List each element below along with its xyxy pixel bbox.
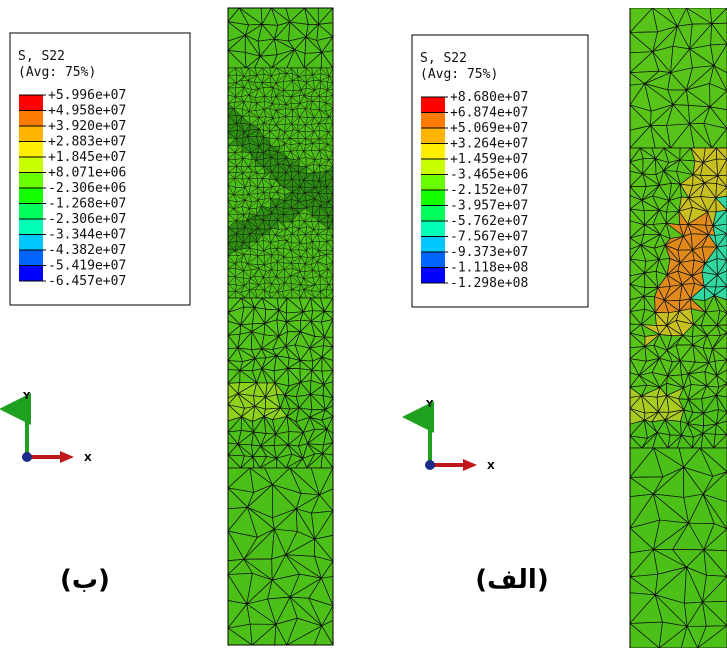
legend-swatch [421,252,445,268]
mesh-element [313,625,333,645]
legend-swatch [19,126,43,142]
legend-swatch [421,143,445,159]
legend-swatch [19,95,43,111]
legend-swatch [19,219,43,235]
legend-subtitle: (Avg: 75%) [18,65,96,80]
legend-value: -5.762e+07 [450,214,528,229]
legend-value: -2.152e+07 [450,183,528,198]
figure-label: (الف) [475,565,548,595]
axis-y-label: Y [22,391,31,402]
mesh-element [228,627,253,645]
axis-x-label: X [84,453,92,464]
legend-value: +4.958e+07 [48,104,126,119]
legend-value: +5.996e+07 [48,88,126,103]
axis-origin [425,460,435,470]
legend-value: +1.459e+07 [450,152,528,167]
legend-swatch [421,236,445,252]
legend-value: +1.845e+07 [48,150,126,165]
legend-swatch [19,265,43,281]
legend-swatch [19,141,43,157]
legend-value: +8.680e+07 [450,90,528,105]
legend-subtitle: (Avg: 75%) [420,67,498,82]
legend-swatch [421,128,445,144]
legend-value: -4.382e+07 [48,243,126,258]
legend-swatch [421,205,445,221]
legend-value: -1.118e+08 [450,261,528,276]
axis-x-head [463,459,477,471]
mesh-left [228,8,333,645]
legend-value: -7.567e+07 [450,230,528,245]
mesh-right [630,8,727,648]
legend-value: +3.920e+07 [48,119,126,134]
legend-value: +8.071e+06 [48,166,126,181]
mesh-element [680,625,698,648]
legend-value: -9.373e+07 [450,245,528,260]
legend-swatch [421,97,445,113]
legend-swatch [421,174,445,190]
mesh-element [630,622,660,648]
axis-origin [22,452,32,462]
legend-title: S, S22 [420,51,467,66]
axis-y-label: Y [425,399,434,410]
legend-title: S, S22 [18,49,65,64]
legend-swatch [19,172,43,188]
figure-label: (ب) [60,565,110,595]
legend-swatch [421,159,445,175]
legend-value: -6.457e+07 [48,274,126,289]
legend-swatch [19,250,43,266]
legend-value: +5.069e+07 [450,121,528,136]
mesh-element [697,625,727,648]
legend-swatch [19,157,43,173]
mesh-element [274,623,288,645]
axis-x-label: X [487,461,495,472]
legend-swatch [19,110,43,126]
legend-value: +2.883e+07 [48,135,126,150]
legend-swatch [19,234,43,250]
axis-x-head [60,451,74,463]
legend-value: -3.957e+07 [450,199,528,214]
legend-value: -3.465e+06 [450,168,528,183]
legend-value: -2.306e+06 [48,181,126,196]
legend-value: -1.268e+07 [48,197,126,212]
legend-value: +3.264e+07 [450,137,528,152]
legend-value: -3.344e+07 [48,228,126,243]
legend-swatch [421,267,445,283]
legend-swatch [421,112,445,128]
legend-value: -1.298e+08 [450,276,528,291]
legend-value: -2.306e+07 [48,212,126,227]
legend-swatch [19,188,43,204]
legend-swatch [421,221,445,237]
legend-value: -5.419e+07 [48,259,126,274]
legend-swatch [421,190,445,206]
legend-swatch [19,203,43,219]
legend-value: +6.874e+07 [450,106,528,121]
